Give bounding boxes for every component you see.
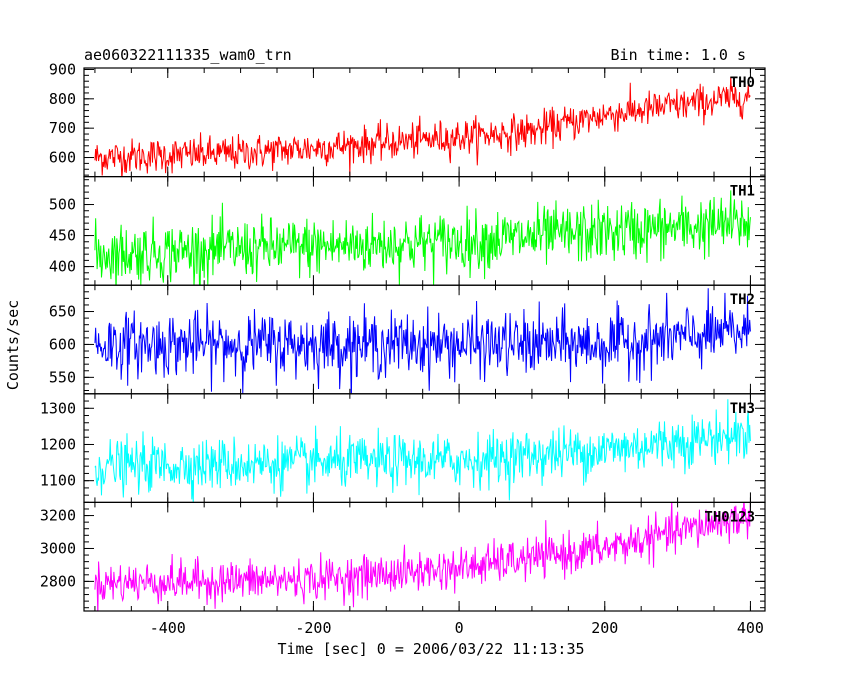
x-tick-label: 200 bbox=[591, 619, 618, 637]
panel-label-th3: TH3 bbox=[730, 401, 755, 417]
panel-label-th0: TH0 bbox=[730, 75, 755, 91]
panel-label-th0123: TH0123 bbox=[704, 509, 755, 525]
y-tick-label: 3000 bbox=[40, 539, 76, 557]
x-tick-label: -400 bbox=[150, 619, 186, 637]
x-axis-label: Time [sec] 0 = 2006/03/22 11:13:35 bbox=[277, 640, 584, 658]
x-tick-label: 400 bbox=[737, 619, 764, 637]
panel-label-th1: TH1 bbox=[730, 184, 755, 200]
y-tick-label: 450 bbox=[49, 227, 76, 245]
y-tick-label: 3200 bbox=[40, 507, 76, 525]
panels-group: 600 700 800 900 TH0 400 450 500 TH1 550 600 650 TH2 1… bbox=[40, 60, 766, 637]
panel-th1: 400 450 500 TH1 bbox=[49, 176, 766, 286]
panel-th0: 600 700 800 900 TH0 bbox=[49, 60, 766, 178]
panel-label-th2: TH2 bbox=[730, 292, 755, 308]
y-tick-label: 500 bbox=[49, 196, 76, 214]
series-line-th1 bbox=[94, 190, 751, 286]
y-tick-label: 700 bbox=[49, 119, 76, 137]
series-line-th0123 bbox=[94, 502, 751, 611]
y-tick-label: 600 bbox=[49, 149, 76, 167]
bin-time-label: Bin time: 1.0 s bbox=[611, 46, 746, 64]
panel-frame bbox=[83, 501, 766, 612]
panel-frame bbox=[83, 67, 766, 178]
y-tick-label: 550 bbox=[49, 368, 76, 386]
chart-title: ae060322111335_wam0_trn bbox=[84, 46, 292, 64]
series-line-th2 bbox=[94, 288, 751, 394]
y-tick-label: 400 bbox=[49, 258, 76, 276]
y-tick-label: 650 bbox=[49, 303, 76, 321]
y-tick-label: 2800 bbox=[40, 572, 76, 590]
y-tick-label: 1100 bbox=[40, 472, 76, 490]
panel-th0123: 2800 3000 3200 TH0123 bbox=[40, 501, 766, 612]
y-tick-label: 800 bbox=[49, 90, 76, 108]
y-axis-label: Counts/sec bbox=[4, 300, 22, 390]
x-tick-label: 0 bbox=[455, 619, 464, 637]
y-tick-label: 600 bbox=[49, 335, 76, 353]
x-tick-label: -200 bbox=[295, 619, 331, 637]
series-line-th3 bbox=[94, 399, 751, 503]
y-tick-label: 1200 bbox=[40, 435, 76, 453]
panel-th2: 550 600 650 TH2 bbox=[49, 284, 766, 395]
y-tick-label: 1300 bbox=[40, 399, 76, 417]
series-line-th0 bbox=[94, 76, 751, 177]
panel-th3: 1100 1200 1300 TH3 bbox=[40, 393, 766, 503]
y-tick-label: 900 bbox=[49, 60, 76, 78]
